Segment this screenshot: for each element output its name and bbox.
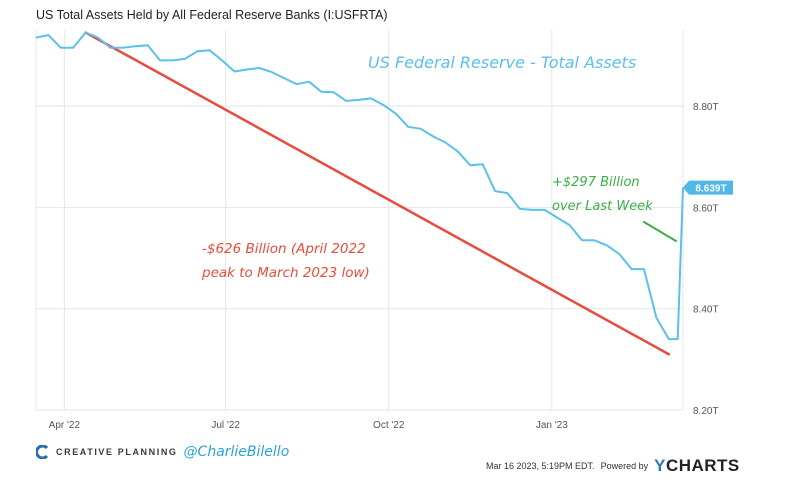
y-tick-label: 8.40T — [693, 305, 719, 316]
twitter-handle[interactable]: @CharlieBilello — [183, 444, 290, 460]
annotation-gain: +$297 Billion — [552, 175, 640, 190]
annotation-decline-detail: peak to March 2023 low) — [201, 265, 370, 281]
y-tick-label: 8.20T — [693, 406, 719, 417]
footer-branding: CREATIVE PLANNING @CharlieBilello — [36, 444, 289, 460]
last-value-label: 8.639T — [695, 184, 726, 195]
chart-title: US Total Assets Held by All Federal Rese… — [36, 8, 388, 22]
gain-arrow-line — [643, 221, 677, 242]
powered-by-label: Powered by — [600, 461, 649, 471]
x-tick-label: Apr '22 — [49, 420, 81, 431]
series-line — [35, 31, 684, 341]
y-tick-label: 8.60T — [693, 203, 719, 214]
creative-planning-logo-icon — [36, 445, 49, 459]
timestamp: Mar 16 2023, 5:19PM EDT. — [486, 461, 595, 471]
x-tick-label: Jul '22 — [211, 420, 240, 431]
annotation-decline: -$626 Billion (April 2022 — [202, 241, 366, 257]
x-tick-label: Oct '22 — [373, 420, 405, 431]
line-chart: 8.20T 8.40T 8.60T 8.80T Apr '22 Jul '22 Oct '2… — [35, 30, 733, 431]
trend-line — [84, 31, 671, 356]
annotation-title: US Federal Reserve - Total Assets — [368, 53, 636, 72]
ycharts-logo[interactable]: YCHARTS — [654, 456, 740, 475]
y-tick-label: 8.80T — [693, 102, 719, 113]
last-value-badge — [683, 180, 733, 195]
footer-source: Mar 16 2023, 5:19PM EDT. Powered by YCHA… — [486, 456, 740, 476]
annotation-gain-detail: over Last Week — [552, 199, 653, 214]
brand-name: CREATIVE PLANNING — [56, 447, 178, 457]
x-tick-label: Jan '23 — [536, 420, 568, 431]
